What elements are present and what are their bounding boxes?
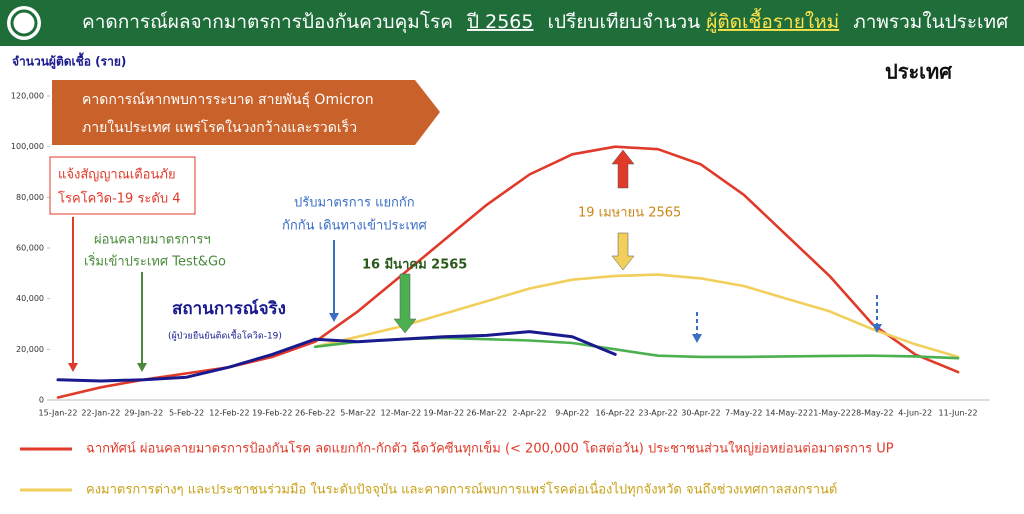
title-part: ปี 2565 <box>466 11 533 33</box>
x-tick-label: 2-Apr-22 <box>512 409 546 418</box>
y-tick-label: 120,000 <box>11 92 44 101</box>
title-part: เปรียบเทียบจำนวน <box>548 11 701 33</box>
arrow-head <box>872 324 882 333</box>
x-tick-label: 21-May-22 <box>808 409 851 418</box>
alert-box <box>49 156 196 215</box>
x-tick-label: 19-Feb-22 <box>252 409 292 418</box>
series-line <box>313 273 960 359</box>
x-tick-label: 11-Jun-22 <box>939 409 978 418</box>
forecast-arrow-box <box>52 80 440 145</box>
x-tick-label: 15-Jan-22 <box>39 409 78 418</box>
chart-title: คาดการณ์ผลจากมาตรการป้องกันควบคุมโรค ปี … <box>82 8 1008 34</box>
x-tick-label: 9-Apr-22 <box>555 409 589 418</box>
annotation: ปรับมาตรการ แยกกัก <box>294 196 415 211</box>
annotation: แจ้งสัญญาณเตือนภัย <box>58 167 176 183</box>
header-bar <box>0 0 1024 46</box>
x-tick-label: 30-Apr-22 <box>681 409 720 418</box>
arrow-head <box>329 313 339 322</box>
x-tick-label: 5-Mar-22 <box>340 409 376 418</box>
title-part: ผู้ติดเชื้อรายใหม่ <box>706 8 839 33</box>
x-tick-label: 14-May-22 <box>765 409 808 418</box>
arrow-head <box>692 334 702 343</box>
title-part: ภาพรวมในประเทศ <box>853 11 1008 33</box>
y-tick-label: 0 <box>39 396 44 405</box>
x-tick-label: 7-May-22 <box>725 409 762 418</box>
annotation: ผ่อนคลายมาตรการฯ <box>94 233 211 248</box>
y-tick-label: 60,000 <box>16 244 44 253</box>
series-label: สถานการณ์จริง <box>172 298 286 319</box>
x-tick-label: 26-Feb-22 <box>295 409 335 418</box>
y-axis-label: จำนวนผู้ติดเชื้อ (ราย) <box>12 52 126 70</box>
legend-label: คงมาตรการต่างๆ และประชาชนร่วมมือ ในระดับ… <box>86 481 837 498</box>
x-tick-label: 16-Apr-22 <box>596 409 635 418</box>
y-tick-label: 80,000 <box>16 193 44 202</box>
x-tick-label: 29-Jan-22 <box>124 409 163 418</box>
x-tick-label: 12-Feb-22 <box>209 409 249 418</box>
y-tick-label: 20,000 <box>16 345 44 354</box>
legend-label: ฉากทัศน์ ผ่อนคลายมาตรการป้องกันโรค ลดแยก… <box>86 439 894 457</box>
arrow-head <box>137 363 147 372</box>
chart-subtitle: ประเทศ <box>885 60 953 84</box>
annotation: (ผู้ป่วยยืนยันติดเชื้อโควิด-19) <box>168 329 282 342</box>
x-tick-label: 22-Jan-22 <box>81 409 120 418</box>
y-tick-label: 40,000 <box>16 294 44 303</box>
y-tick-label: 100,000 <box>11 142 44 151</box>
series-line <box>56 145 960 399</box>
logo-ring <box>10 9 38 37</box>
x-tick-label: 19-Mar-22 <box>423 409 464 418</box>
series-line <box>56 330 617 383</box>
x-tick-label: 12-Mar-22 <box>381 409 422 418</box>
block-arrow <box>611 232 635 271</box>
series-line <box>313 336 960 360</box>
x-tick-label: 5-Feb-22 <box>169 409 204 418</box>
annotation: 19 เมษายน 2565 <box>578 206 681 221</box>
annotation: กักกัน เดินทางเข้าประเทศ <box>282 219 427 234</box>
annotation: เริ่มเข้าประเทศ Test&Go <box>84 253 226 270</box>
annotation: คาดการณ์หากพบการระบาด สายพันธุ์ Omicron <box>82 91 374 108</box>
x-tick-label: 23-Apr-22 <box>638 409 677 418</box>
annotation: โรคโควิด-19 ระดับ 4 <box>58 191 181 207</box>
arrow-head <box>68 363 78 372</box>
annotation: 16 มีนาคม 2565 <box>362 257 467 273</box>
x-tick-label: 28-May-22 <box>851 409 894 418</box>
x-tick-label: 4-Jun-22 <box>898 409 932 418</box>
title-part: คาดการณ์ผลจากมาตรการป้องกันควบคุมโรค <box>82 10 453 34</box>
block-arrow <box>393 273 417 334</box>
block-arrow <box>611 149 635 189</box>
annotation: ภายในประเทศ แพร่โรคในวงกว้างและรวดเร็ว <box>82 118 357 136</box>
x-tick-label: 26-Mar-22 <box>466 409 507 418</box>
